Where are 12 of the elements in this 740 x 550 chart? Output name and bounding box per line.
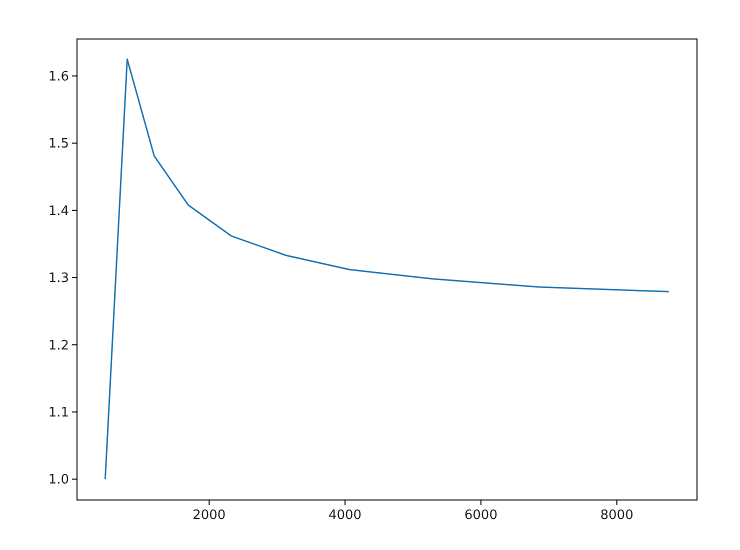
- x-tick-label: 6000: [464, 508, 498, 523]
- x-tick-label: 2000: [192, 508, 226, 523]
- y-tick-label: 1.5: [48, 136, 69, 152]
- x-tick-label: 8000: [600, 508, 634, 523]
- y-tick-label: 1.3: [48, 271, 69, 286]
- y-tick-label: 1.4: [48, 204, 69, 219]
- y-tick-label: 1.0: [48, 472, 69, 488]
- y-tick-label: 1.2: [48, 338, 69, 354]
- y-tick-label: 1.6: [48, 70, 69, 85]
- y-tick-label: 1.1: [48, 406, 69, 421]
- line-series: [104, 58, 670, 480]
- x-tick-label: 4000: [328, 508, 362, 523]
